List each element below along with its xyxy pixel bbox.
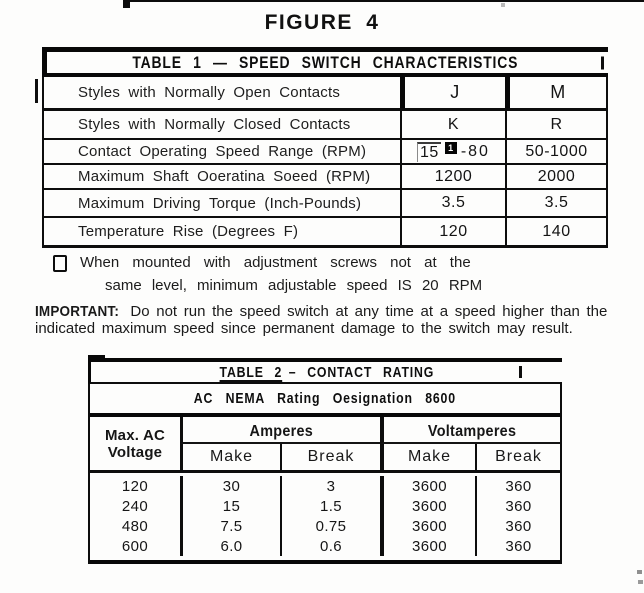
row-label: Maximum Shaft Ooeratina Soeed (RPM) <box>78 168 371 185</box>
cell-va-make: 3600 <box>380 536 475 556</box>
important-label: IMPORTANT: <box>35 303 120 320</box>
scan-blob <box>88 355 105 360</box>
cell-voltage: 120 <box>121 477 149 495</box>
cell-speed-range-j: 15 1 -80 <box>400 140 505 163</box>
cell-va-break: 360 <box>475 476 560 496</box>
row-label: Contact Operating Speed Range (RPM) <box>78 143 367 160</box>
important-note: IMPORTANT: Do not run the speed switch at… <box>35 303 635 337</box>
cell-va-break: 360 <box>475 516 560 536</box>
table-row-speed-range: Contact Operating Speed Range (RPM) 15 1… <box>44 138 606 163</box>
cell-style-m: M <box>505 77 606 108</box>
table2-subheader: AC NEMA Rating Oesignation 8600 <box>90 384 560 417</box>
col-va-make: Make <box>380 444 475 470</box>
table2-column-headers: Amperes Voltamperes Make Break Make Brea… <box>90 417 560 473</box>
table2-header: TABLE 2 – CONTACT RATING <box>88 355 562 384</box>
important-line1: IMPORTANT: Do not run the speed switch at… <box>35 303 635 320</box>
group-voltamperes-label: Voltamperes <box>427 423 517 440</box>
important-line2: indicated maximum speed since permanent … <box>35 320 573 337</box>
cell-amp-break: 3 <box>280 476 380 496</box>
cell-max-speed-j: 1200 <box>400 165 505 188</box>
footnote-line1: When mounted with adjustment screws not … <box>80 254 471 271</box>
cell-max-speed-m: 2000 <box>505 165 606 188</box>
table-row-closed-contacts: Styles with Normally Closed Contacts K R <box>44 108 606 138</box>
table1-header: TABLE 1 — SPEED SWITCH CHARACTERISTICS <box>42 47 608 77</box>
table2-nema-rating: AC NEMA Rating Oesignation 8600 <box>193 390 457 407</box>
table-row-240v: 240 15 1.5 3600 360 <box>90 496 560 516</box>
cell-amp-make: 7.5 <box>180 516 280 536</box>
footnote-square-icon <box>53 255 67 272</box>
table2-title: TABLE 2 – CONTACT RATING <box>219 364 434 381</box>
row-label: Temperature Rise (Degrees F) <box>78 223 299 240</box>
cell-style-r: R <box>505 111 606 138</box>
table2-inner: AC NEMA Rating Oesignation 8600 Amperes … <box>88 384 562 564</box>
col-max-ac-voltage: Max. AC Voltage <box>90 417 180 470</box>
table2-contact-rating: TABLE 2 – CONTACT RATING AC NEMA Rating O… <box>88 355 562 564</box>
page-edge-mark <box>638 580 643 584</box>
table-row-max-shaft-speed: Maximum Shaft Ooeratina Soeed (RPM) 1200… <box>44 163 606 188</box>
table2-data: 120 30 3 3600 360 240 15 1.5 3600 360 48… <box>90 473 560 564</box>
row-label: Styles with Normally Closed Contacts <box>78 116 351 133</box>
scan-speck <box>501 3 505 7</box>
cell-va-make: 3600 <box>380 516 475 536</box>
cell-va-make: 3600 <box>380 496 475 516</box>
cell-amp-make: 30 <box>180 476 280 496</box>
top-crop-rule <box>123 0 644 2</box>
footnote-line2: same level, minimum adjustable speed IS … <box>105 277 483 294</box>
table1-header-left-bar <box>42 47 47 77</box>
table-row-open-contacts: Styles with Normally Open Contacts J M <box>35 77 606 108</box>
cell-temp-j: 120 <box>400 218 505 245</box>
table-row-480v: 480 7.5 0.75 3600 360 <box>90 516 560 536</box>
cell-temp-m: 140 <box>505 218 606 245</box>
col-va-break: Break <box>475 444 560 470</box>
cell-amp-break: 1.5 <box>280 496 380 516</box>
table2-group-row: Amperes Voltamperes <box>90 417 560 444</box>
table-row-120v: 120 30 3 3600 360 <box>90 476 560 496</box>
group-voltamperes: Voltamperes <box>380 417 560 444</box>
scan-left-tick <box>35 79 38 103</box>
cell-voltage: 240 <box>121 497 149 515</box>
cell-torque-m: 3.5 <box>505 190 606 216</box>
cell-amp-break: 0.6 <box>280 536 380 556</box>
footnote-1-marker: 1 <box>444 141 457 154</box>
page-edge-mark <box>637 570 642 574</box>
cell-style-k: K <box>400 111 505 138</box>
row-label: Maximum Driving Torque (Inch-Pounds) <box>78 194 362 212</box>
table-row-temperature-rise: Temperature Rise (Degrees F) 120 140 <box>44 216 606 245</box>
voltage-label-line2: Voltage <box>107 443 163 461</box>
cell-speed-range-m: 50-1000 <box>505 140 606 163</box>
speed-range-high: -80 <box>460 142 490 160</box>
table1-title: TABLE 1 — SPEED SWITCH CHARACTERISTICS <box>132 52 518 72</box>
table2-header-right-mark <box>519 366 522 378</box>
cell-style-j: J <box>400 77 505 108</box>
cell-va-make: 3600 <box>380 476 475 496</box>
table-row-600v: 600 6.0 0.6 3600 360 <box>90 536 560 556</box>
group-amperes: Amperes <box>180 417 380 444</box>
cell-va-break: 360 <box>475 496 560 516</box>
col-amp-break: Break <box>280 444 380 470</box>
table-row-max-torque: Maximum Driving Torque (Inch-Pounds) 3.5… <box>44 188 606 216</box>
cell-voltage: 480 <box>121 517 149 535</box>
table2-title-rest: – CONTACT RATING <box>288 363 434 381</box>
important-text1: Do not run the speed switch at any time … <box>130 303 608 320</box>
table1-body: Styles with Normally Open Contacts J M S… <box>35 77 608 248</box>
col-amp-make: Make <box>180 444 280 470</box>
cell-va-break: 360 <box>475 536 560 556</box>
table2-subcolumn-row: Make Break Make Break <box>90 444 560 470</box>
top-crop-tick <box>123 0 130 8</box>
row-label: Styles with Normally Open Contacts <box>78 84 341 101</box>
voltage-label-line1: Max. AC <box>104 426 166 444</box>
speed-range-low: 15 <box>417 141 441 162</box>
cell-torque-j: 3.5 <box>400 190 505 216</box>
table1-speed-switch-characteristics: TABLE 1 — SPEED SWITCH CHARACTERISTICS S… <box>35 47 608 248</box>
figure-title: FIGURE 4 <box>264 11 380 34</box>
table2-title-number: TABLE 2 <box>219 363 282 381</box>
group-amperes-label: Amperes <box>249 423 314 440</box>
table1-header-right-mark <box>601 56 604 69</box>
cell-voltage: 600 <box>121 537 149 555</box>
cell-amp-break: 0.75 <box>280 516 380 536</box>
cell-amp-make: 6.0 <box>180 536 280 556</box>
cell-amp-make: 15 <box>180 496 280 516</box>
